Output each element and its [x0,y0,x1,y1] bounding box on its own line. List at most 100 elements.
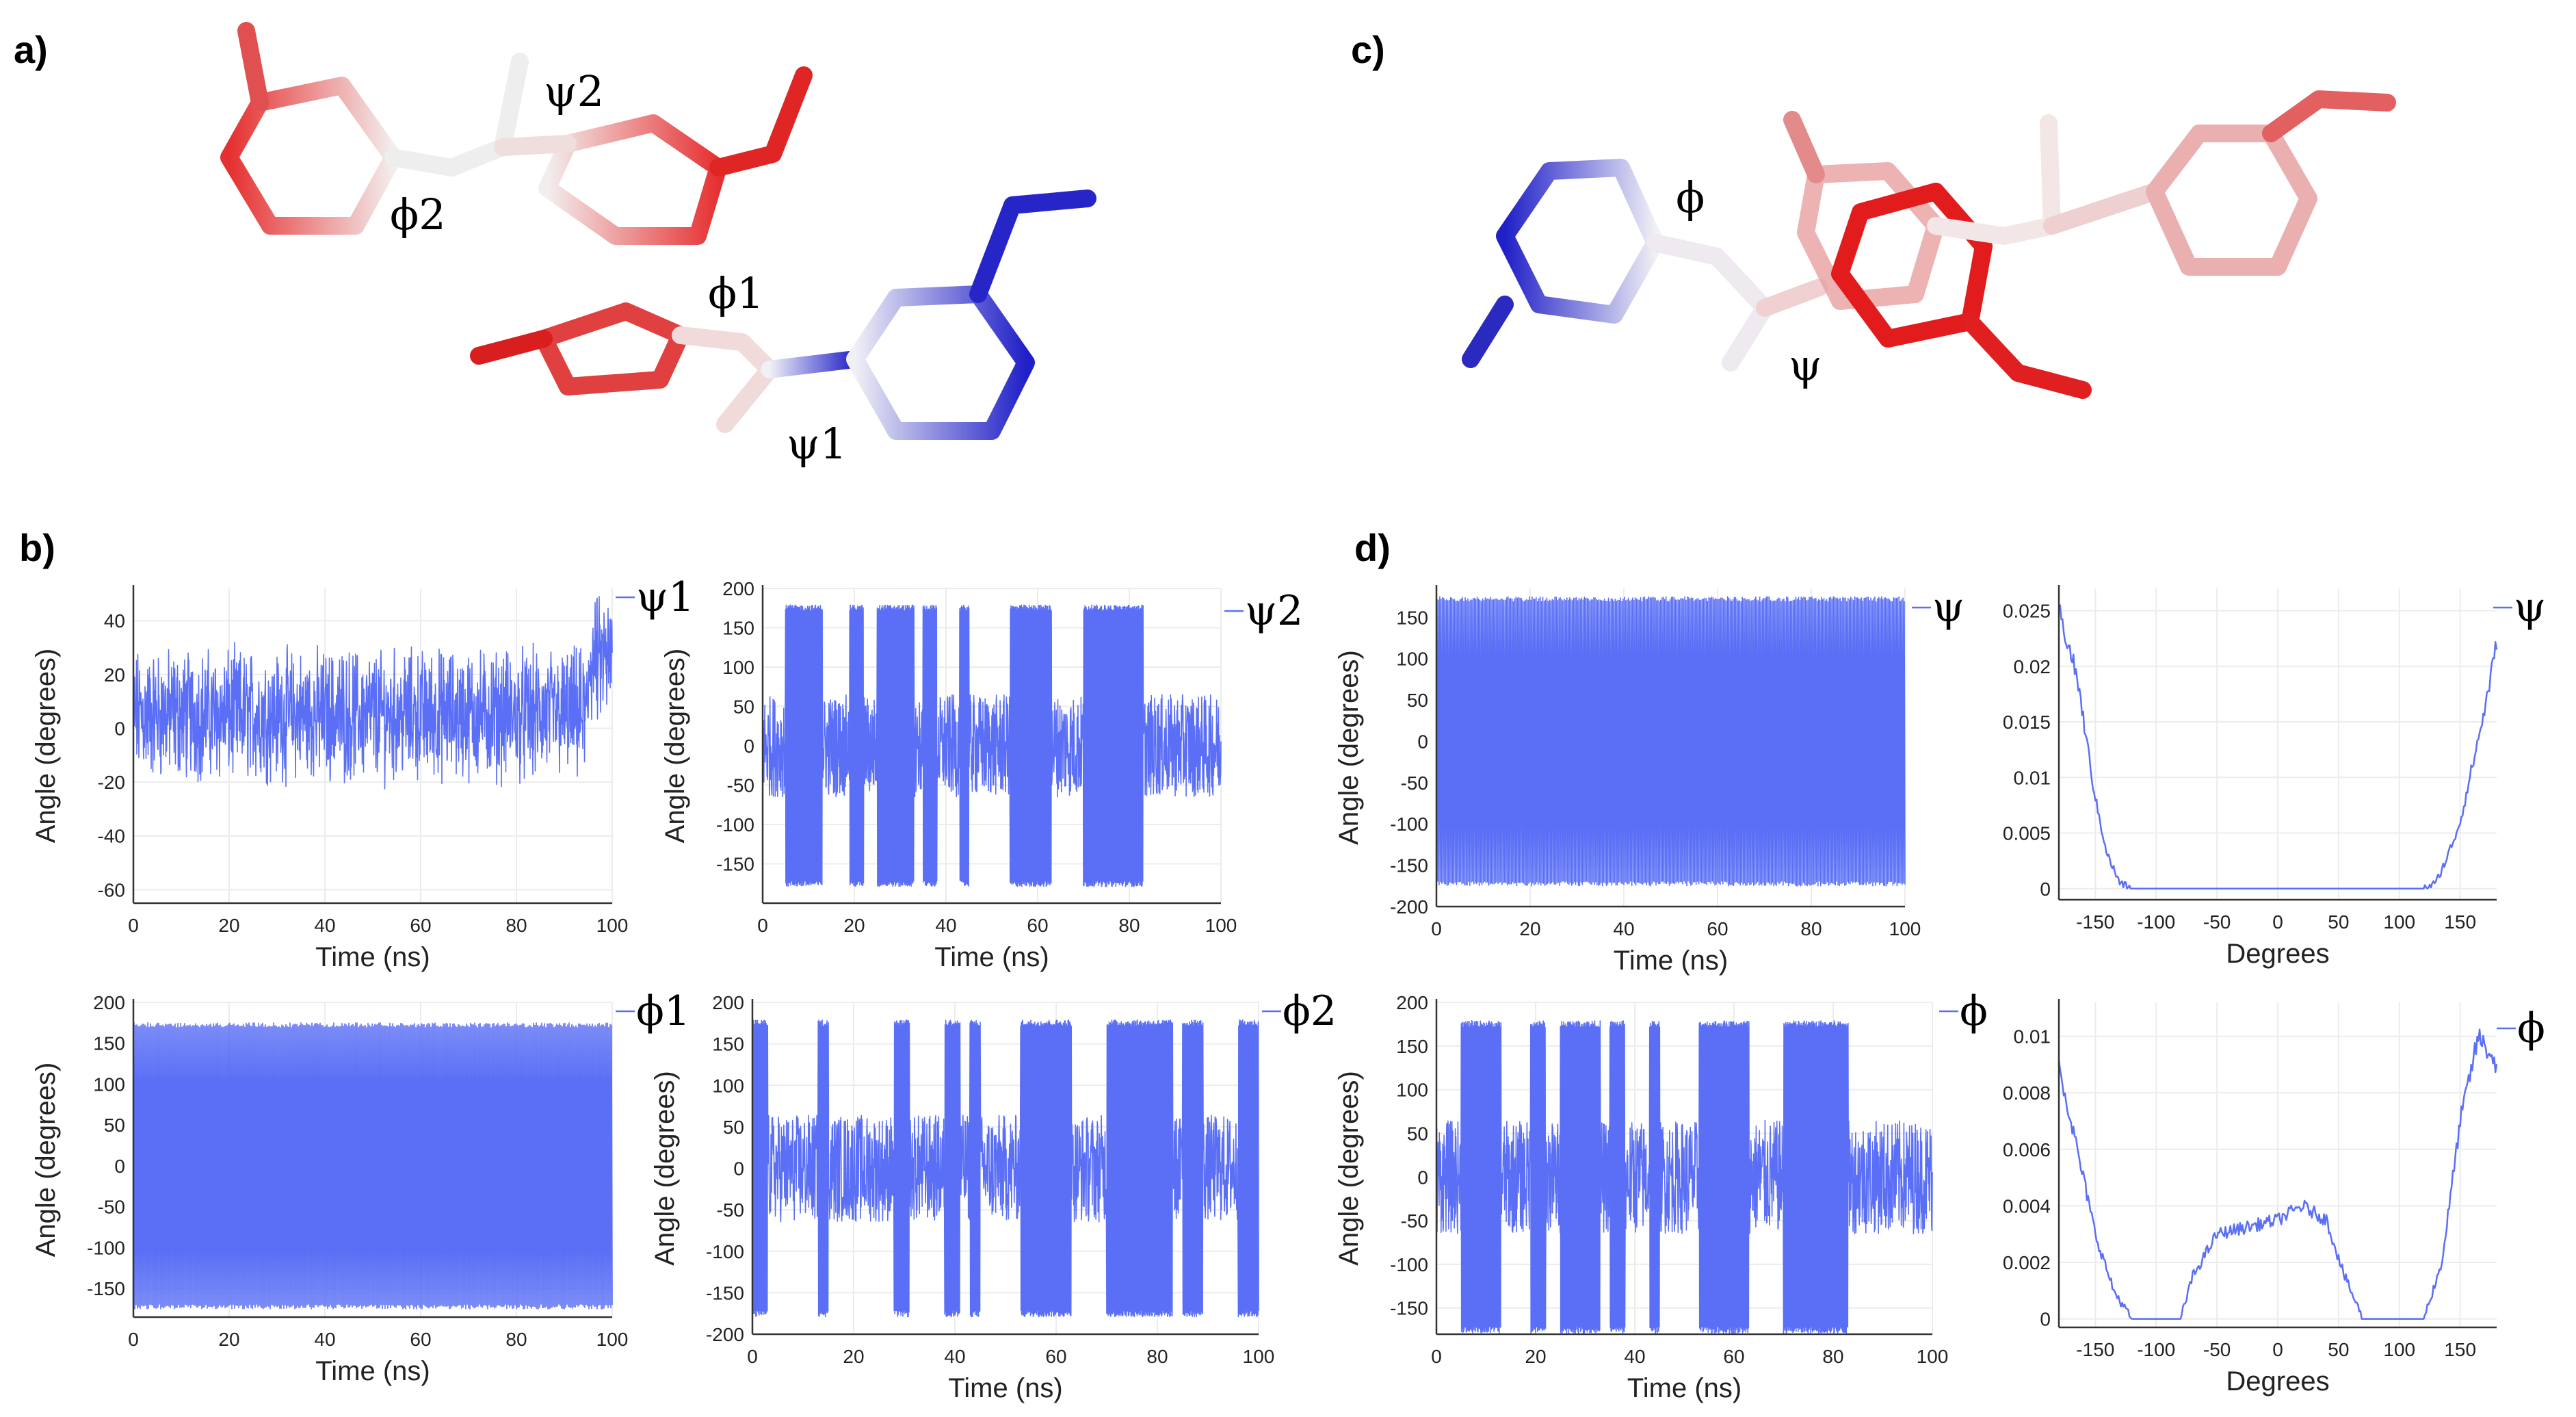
x-tick-label: -100 [2137,1339,2175,1360]
y-axis-label: Angle (degrees) [650,1071,680,1266]
y-tick-label: -150 [1390,855,1428,876]
x-tick-label: 100 [1205,915,1237,936]
x-tick-label: 100 [1889,918,1921,939]
y-axis-label: Angle (degrees) [31,649,61,844]
y-tick-label: 0 [114,718,125,739]
legend-label: ϕ1 [636,987,690,1035]
y-tick-label: -20 [98,772,125,793]
chart-b-psi2: 0 20 40 60 80 100 -150 -100 -50 0 50 100 150 200 Time … [660,578,1303,972]
x-tick-label: 100 [1917,1346,1949,1367]
x-tick-label: 40 [935,915,956,936]
panel-label-a: a) [14,28,48,71]
label-psi1: ψ1 [787,419,847,469]
y-tick-label: -150 [716,854,754,875]
legend-label: ϕ2 [1283,987,1337,1035]
x-tick-label: 20 [1519,918,1540,939]
x-tick-label: 150 [2444,1339,2476,1360]
legend-label: ϕ [2517,1004,2545,1052]
y-tick-label: 0 [1417,1167,1428,1188]
series-line [2058,1028,2498,1320]
legend-label: ϕ [1960,987,1988,1035]
y-tick-label: 0.004 [2003,1195,2051,1217]
chart-b-phi2-body: 0 20 40 60 80 100 -200 -150 -100 -50 0 50 100 150 200 T… [650,987,1337,1403]
y-tick-label: 0 [2040,879,2051,900]
x-tick-label: 20 [1525,1346,1546,1367]
y-tick-label: 200 [712,992,744,1013]
x-tick-label: 100 [2383,1339,2415,1360]
panel-label-d: d) [1354,526,1391,569]
x-tick-label: 150 [2444,911,2476,933]
x-tick-label: 40 [314,915,335,936]
y-tick-label: 0.01 [2014,767,2051,788]
x-tick-label: -50 [2203,911,2231,933]
y-tick-label: 0 [114,1156,125,1177]
y-tick-label: -50 [98,1197,125,1218]
chart-b-phi2: 0 20 40 60 80 100 -200 -150 -100 -50 0 50 100 150 200 T… [650,987,1337,1403]
y-tick-label: 200 [722,578,754,599]
label-phi2: ϕ2 [390,190,446,239]
x-tick-label: 0 [757,915,768,936]
y-tick-label: -50 [1401,772,1428,794]
series-line [752,1019,1259,1318]
legend-label: ψ2 [1245,587,1303,635]
y-tick-label: 150 [93,1033,125,1054]
y-tick-label: 0 [733,1158,744,1180]
x-tick-label: -50 [2203,1339,2231,1360]
y-tick-label: -40 [98,826,125,847]
chart-d-phi-body: 0 20 40 60 80 100 -150 -100 -50 0 50 100 150 200 Time … [1334,987,1988,1403]
x-tick-label: 20 [843,915,865,936]
series-line [1436,1020,1933,1334]
x-tick-label: 40 [1624,1346,1645,1367]
x-tick-label: 0 [2272,911,2283,933]
x-tick-label: -100 [2137,911,2175,933]
y-tick-label: 0.015 [2003,712,2051,733]
y-tick-label: 100 [1396,1080,1428,1101]
x-tick-label: 0 [128,1329,139,1350]
y-tick-label: -50 [727,775,754,796]
y-tick-label: -150 [1390,1298,1428,1319]
x-tick-label: -150 [2076,1339,2114,1360]
y-tick-label: -50 [717,1199,744,1221]
x-tick-label: 20 [843,1346,864,1367]
chart-d-psi-body: 0 20 40 60 80 100 -200 -150 -100 -50 0 50 100 150 Time… [1334,584,1964,976]
x-tick-label: 60 [410,1329,431,1350]
x-tick-label: 80 [505,1329,527,1350]
x-tick-label: 40 [944,1346,965,1367]
y-tick-label: 200 [1396,992,1428,1013]
panel-label-b: b) [19,526,55,569]
legend-label: ψ [2514,584,2546,632]
y-tick-label: 150 [1396,607,1428,628]
chart-d-phi-dist-body: -150 -100 -50 0 50 100 150 0 0.002 0.004 0.006 0.00… [2003,999,2545,1396]
y-tick-label: 50 [723,1117,744,1138]
series-line [133,1022,613,1310]
x-tick-label: 40 [1613,918,1634,939]
series-line [1436,596,1906,887]
y-tick-label: 100 [1396,649,1428,670]
x-tick-label: 100 [596,1329,629,1350]
y-tick-label: 0 [1417,731,1428,752]
chart-b-phi1: 0 20 40 60 80 100 -150 -100 -50 0 50 100 150 200 Time … [31,987,690,1386]
y-tick-label: -100 [716,814,754,835]
x-tick-label: 20 [218,1329,239,1350]
label-phi: ϕ [1676,172,1705,222]
x-tick-label: 50 [2328,1339,2349,1360]
x-tick-label: 50 [2328,911,2349,933]
x-tick-label: 60 [410,915,431,936]
x-tick-label: 20 [218,915,239,936]
label-phi1: ϕ1 [708,268,764,318]
x-tick-label: 60 [1045,1346,1066,1367]
x-tick-label: 80 [1822,1346,1843,1367]
y-tick-label: 150 [712,1034,744,1055]
chart-d-phi-dist: -150 -100 -50 0 50 100 150 0 0.002 0.004 0.006 0.00… [2003,999,2545,1396]
x-tick-label: 60 [1707,918,1728,939]
y-tick-label: 150 [722,618,754,639]
y-tick-label: 0.005 [2003,823,2051,844]
x-axis-label: Time (ns) [948,1373,1062,1403]
chart-d-phi: 0 20 40 60 80 100 -150 -100 -50 0 50 100 150 200 Time … [1334,987,1988,1403]
y-tick-label: 0.01 [2014,1026,2051,1048]
label-psi2: ψ2 [544,66,604,116]
x-axis-label: Degrees [2226,1366,2329,1396]
molecule-a-upper [220,22,813,245]
x-tick-label: 80 [1146,1346,1168,1367]
x-axis-label: Time (ns) [934,942,1049,972]
